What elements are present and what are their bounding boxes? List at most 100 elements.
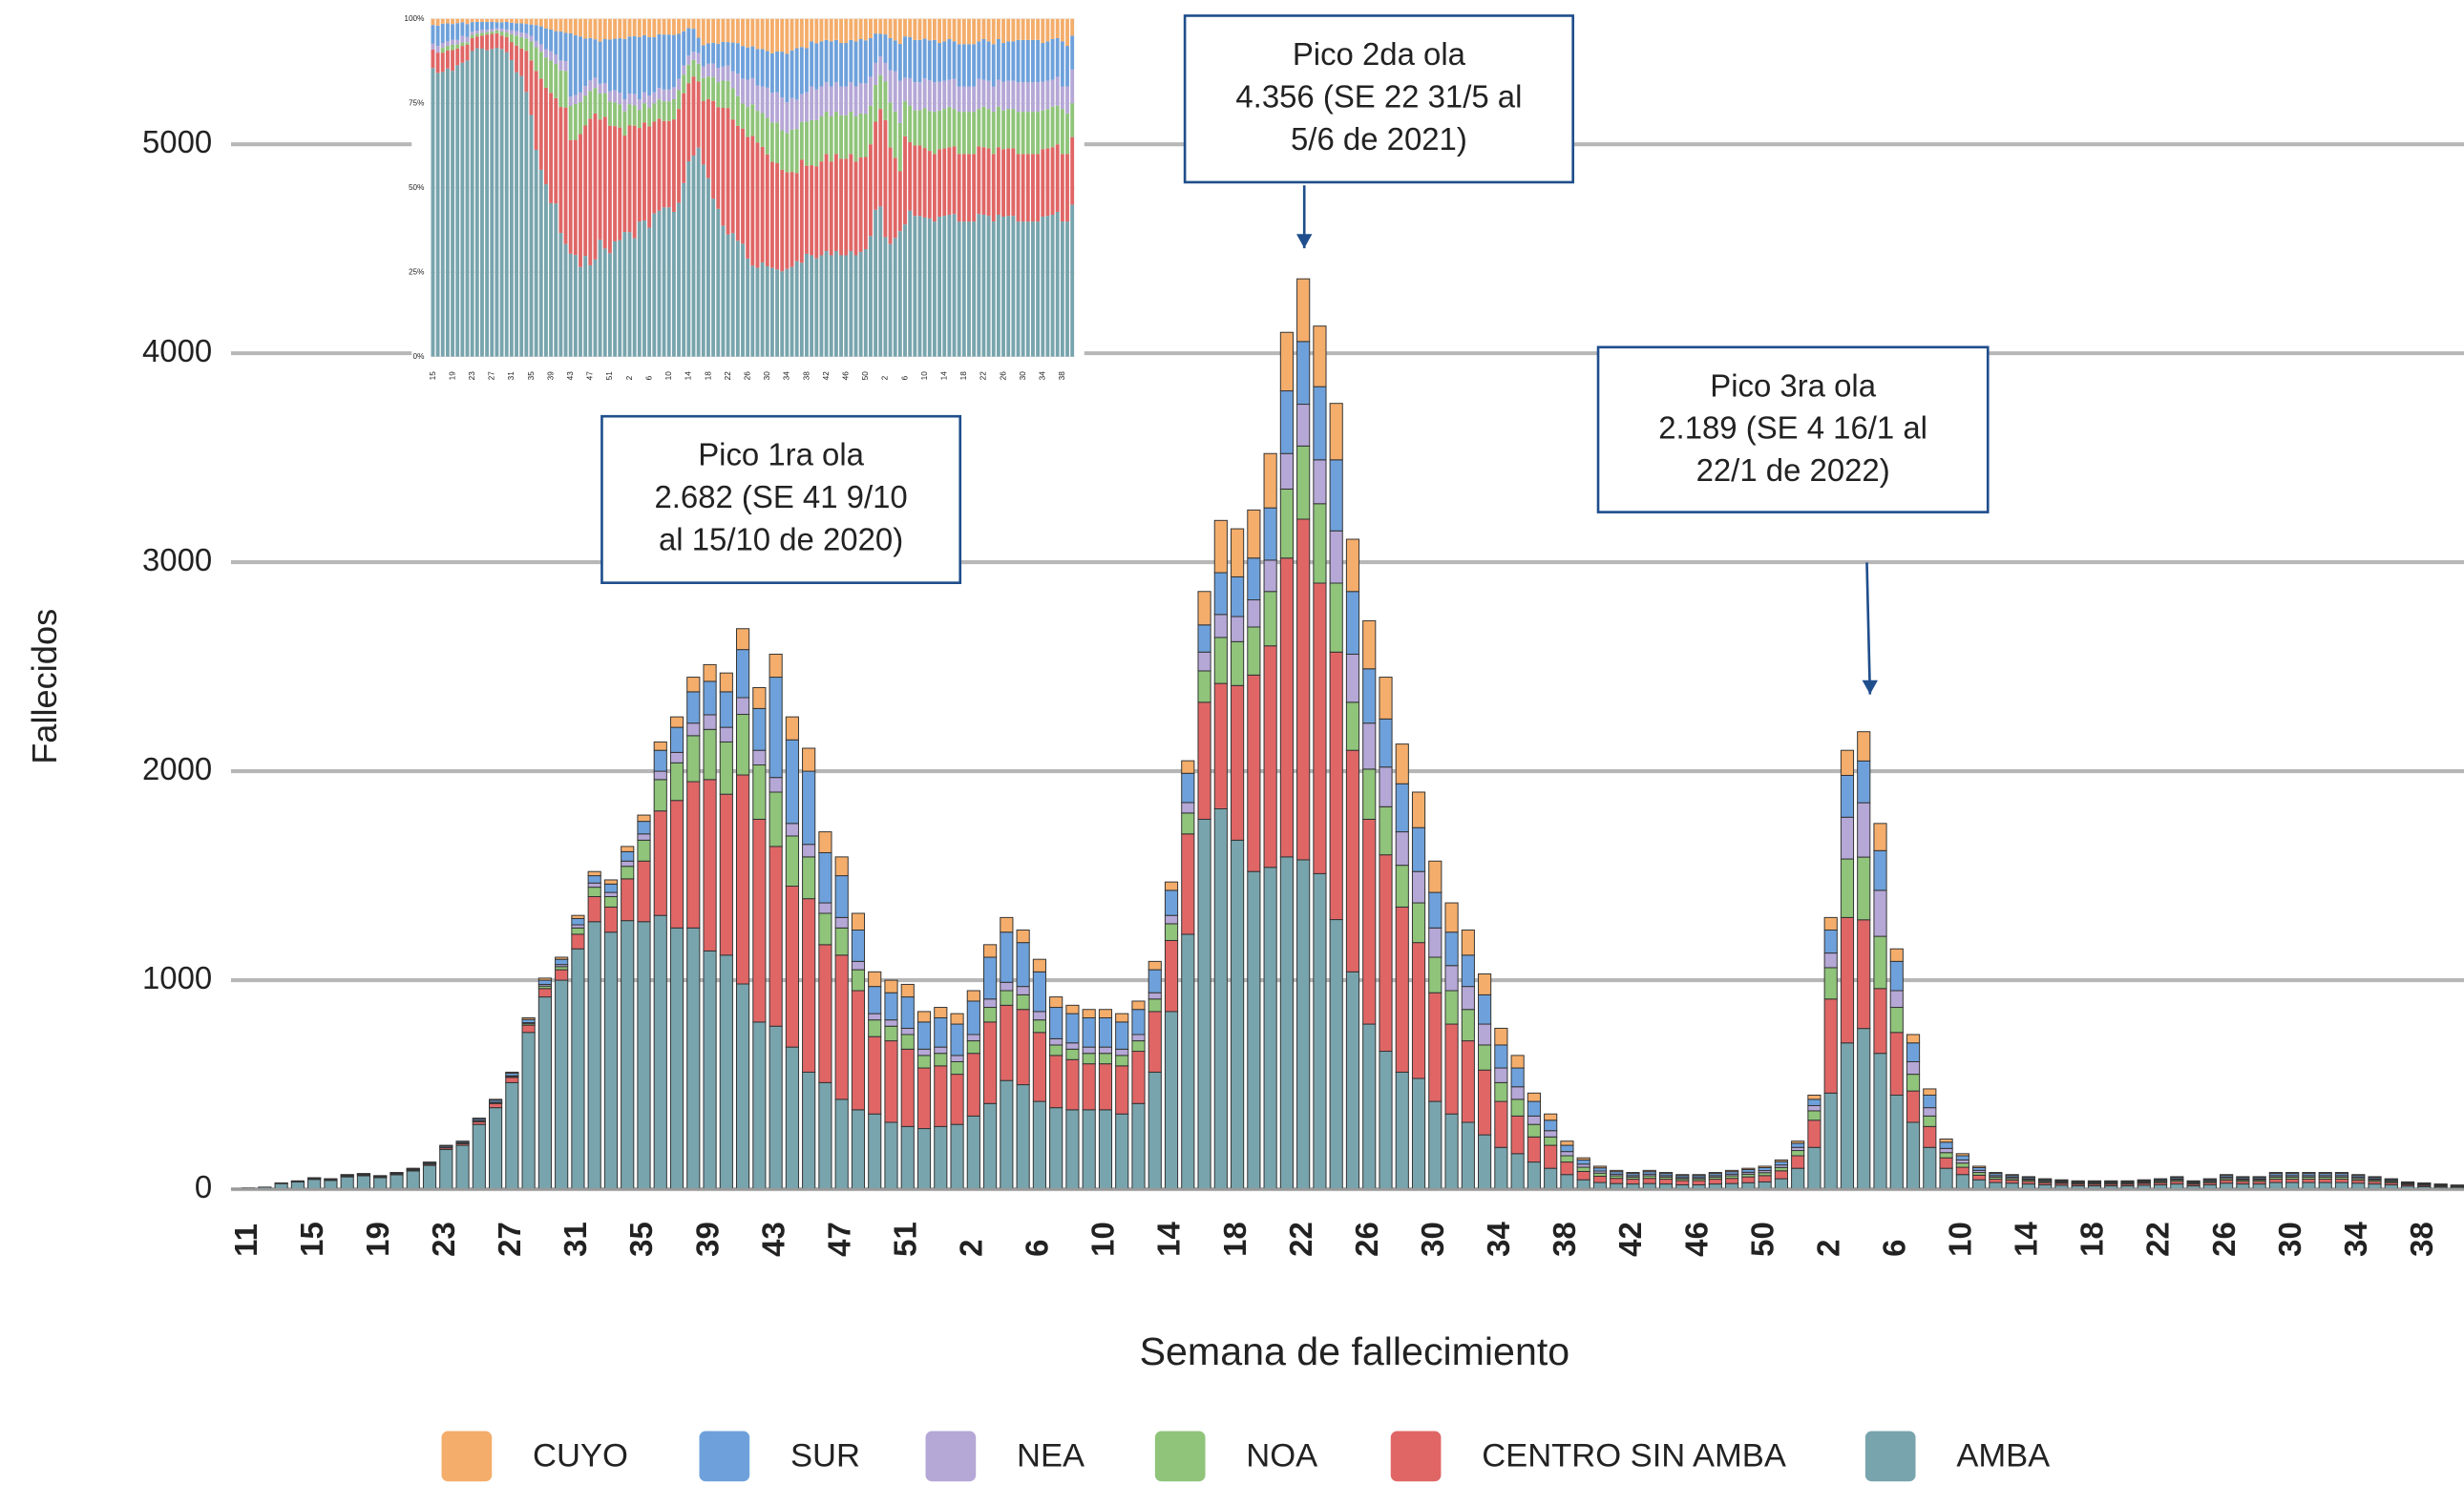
inset-bar-segment (1001, 18, 1005, 44)
inset-bar-segment (579, 92, 582, 102)
bar-segment (1955, 1174, 1969, 1190)
inset-bar-segment (790, 18, 794, 51)
bar-segment (719, 726, 733, 742)
inset-bar-segment (1065, 221, 1069, 357)
bar-segment (884, 1040, 898, 1123)
inset-bar-segment (602, 18, 607, 39)
bar-segment (1791, 1150, 1805, 1157)
bar-segment (834, 875, 849, 918)
bar-segment (1263, 591, 1277, 647)
inset-bar-segment (593, 39, 598, 78)
inset-bar-segment (583, 38, 588, 87)
inset-bar-segment (711, 199, 716, 357)
inset-bar-segment (1011, 80, 1016, 110)
inset-bar-segment (1031, 82, 1035, 113)
inset-bar-segment (465, 44, 470, 61)
inset-bar-segment (1011, 18, 1016, 42)
bar-segment (1807, 1095, 1822, 1100)
bar-segment (1098, 1053, 1113, 1065)
legend-label: SUR (790, 1438, 860, 1475)
inset-bar-segment (844, 86, 849, 115)
inset-x-tick-label: 10 (664, 371, 673, 381)
inset-x-tick-label: 6 (900, 375, 909, 380)
bar-segment (1362, 668, 1377, 724)
inset-bar-segment (735, 18, 740, 44)
bar-segment (1560, 1155, 1574, 1163)
bar-segment (868, 986, 882, 1014)
inset-bar-segment (735, 125, 740, 241)
bar-segment (1461, 1121, 1475, 1190)
inset-bar-segment (588, 37, 593, 81)
bar-segment (1098, 1046, 1113, 1055)
inset-bar-segment (499, 22, 504, 30)
inset-bar-segment (780, 169, 785, 272)
inset-bar-segment (913, 110, 917, 146)
inset-bar-segment (554, 18, 558, 31)
inset-bar-segment (735, 73, 740, 96)
bar-segment (1065, 1013, 1080, 1044)
bar-segment (1065, 1058, 1080, 1111)
bar-segment (1000, 931, 1014, 983)
bar-segment (900, 1048, 915, 1127)
inset-bar-segment (691, 59, 696, 77)
inset-bar-segment (981, 79, 986, 107)
bar-segment (2384, 1178, 2398, 1181)
bar-segment (1115, 1065, 1129, 1115)
inset-bar-segment (750, 46, 755, 78)
bar-segment (2302, 1179, 2316, 1183)
inset-bar-segment (637, 128, 642, 222)
inset-bar-segment (814, 119, 819, 167)
inset-bar-segment (671, 34, 676, 88)
inset-bar-segment (593, 77, 598, 89)
inset-bar-segment (671, 119, 676, 212)
inset-bar-segment (1011, 148, 1016, 217)
bar-segment (703, 779, 717, 952)
bar-segment (1329, 651, 1343, 921)
inset-bar-segment (897, 44, 902, 81)
inset-bar-segment (490, 33, 495, 50)
legend-swatch (1864, 1431, 1916, 1482)
bar-segment (1231, 575, 1245, 617)
inset-bar-segment (878, 18, 883, 34)
bar-segment (851, 930, 866, 962)
inset-bar-segment (682, 31, 686, 66)
inset-bar-segment (824, 112, 829, 155)
inset-bar-segment (460, 42, 465, 47)
legend-label: NOA (1246, 1438, 1317, 1475)
inset-bar-segment (775, 92, 779, 123)
bar-segment (1016, 930, 1030, 944)
bar-segment (521, 1016, 536, 1020)
inset-x-tick-label: 47 (586, 371, 595, 381)
inset-bar-segment (913, 39, 917, 83)
inset-bar-segment (583, 125, 588, 257)
inset-bar-segment (726, 42, 730, 66)
bar-segment (1823, 930, 1838, 954)
inset-bar-segment (509, 30, 514, 34)
inset-bar-segment (927, 18, 932, 41)
inset-bar-segment (607, 39, 612, 92)
inset-bar-segment (996, 106, 1000, 148)
inset-bar-segment (937, 43, 942, 82)
inset-bar-segment (607, 91, 612, 102)
inset-bar-segment (981, 38, 986, 80)
inset-bar-segment (657, 88, 662, 100)
inset-bar-segment (903, 224, 907, 357)
inset-bar-segment (839, 255, 843, 357)
bar-segment (934, 1046, 948, 1055)
bar-segment (1247, 599, 1261, 628)
inset-bar-segment (431, 68, 435, 357)
inset-bar-segment (961, 18, 966, 45)
inset-bar-segment (455, 23, 460, 40)
inset-bar-segment (1041, 43, 1045, 82)
bar-segment (916, 1011, 932, 1023)
inset-x-tick-label: 23 (468, 371, 476, 381)
annotation-text: al 15/10 de 2020) (659, 522, 903, 557)
bar-segment (1213, 637, 1228, 684)
inset-bar-segment (662, 89, 666, 102)
bar-segment (621, 850, 635, 862)
inset-bar-segment (932, 82, 937, 113)
inset-bar-segment (814, 18, 819, 44)
bar-segment (505, 1077, 519, 1083)
inset-bar-segment (627, 18, 632, 37)
inset-bar-segment (932, 154, 937, 222)
